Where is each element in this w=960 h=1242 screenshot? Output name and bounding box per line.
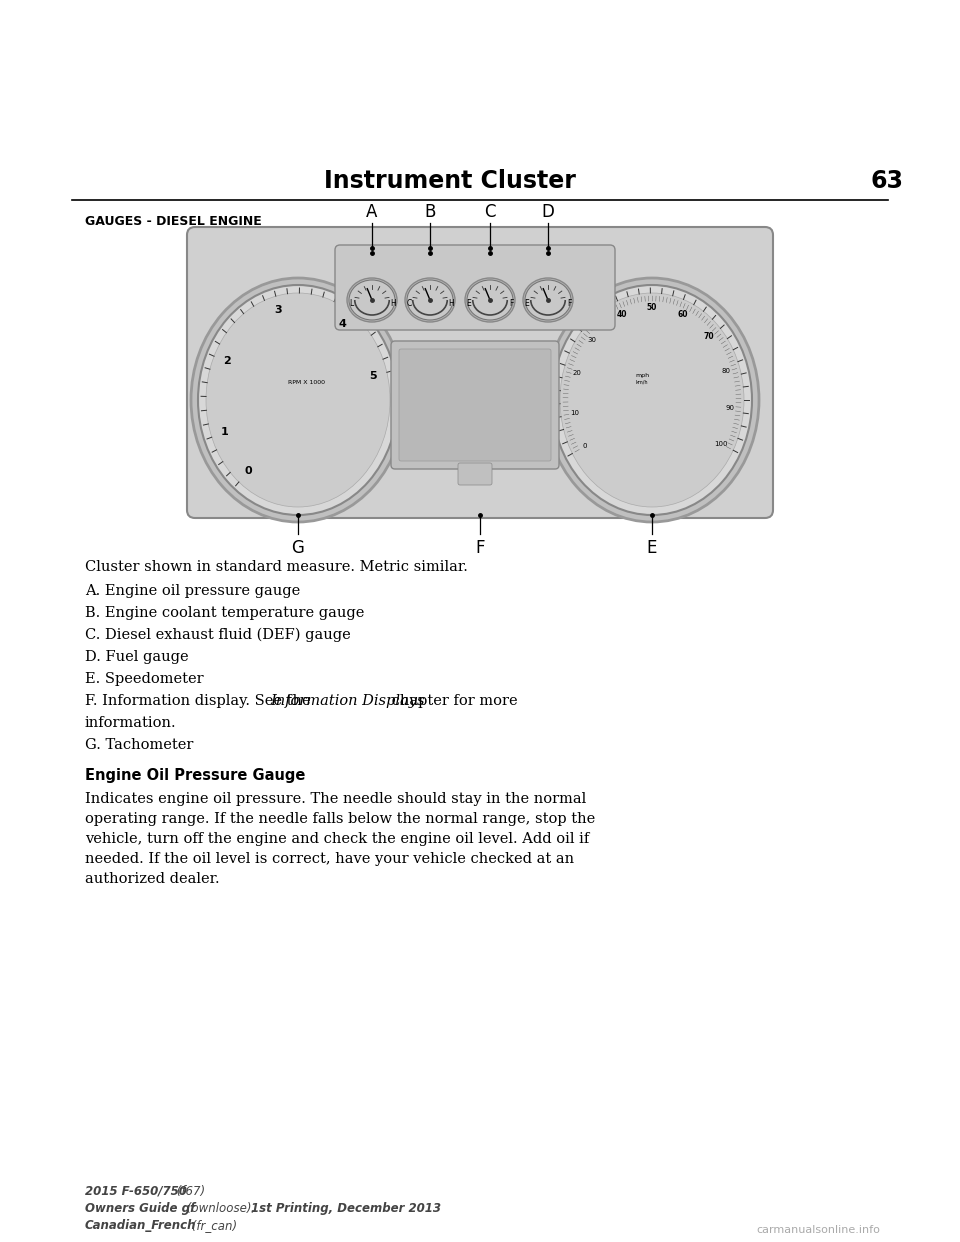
Text: operating range. If the needle falls below the normal range, stop the: operating range. If the needle falls bel… [85, 812, 595, 826]
Text: 80: 80 [722, 369, 731, 374]
Text: 2: 2 [224, 355, 231, 365]
Text: 5: 5 [370, 371, 377, 381]
FancyBboxPatch shape [391, 342, 559, 469]
Text: Instrument Cluster: Instrument Cluster [324, 169, 576, 193]
Text: (f67): (f67) [173, 1185, 205, 1199]
Text: G. Tachometer: G. Tachometer [85, 738, 193, 751]
Ellipse shape [525, 279, 571, 320]
Ellipse shape [545, 278, 759, 522]
FancyBboxPatch shape [187, 227, 773, 518]
Text: vehicle, turn off the engine and check the engine oil level. Add oil if: vehicle, turn off the engine and check t… [85, 832, 589, 846]
Text: F: F [509, 299, 514, 308]
Ellipse shape [206, 293, 390, 507]
Text: Information Displays: Information Displays [271, 694, 425, 708]
Text: C: C [484, 202, 495, 221]
Ellipse shape [198, 284, 398, 515]
Text: 60: 60 [677, 310, 687, 319]
Text: E: E [524, 299, 529, 308]
Text: Indicates engine oil pressure. The needle should stay in the normal: Indicates engine oil pressure. The needl… [85, 792, 587, 806]
Text: 70: 70 [704, 332, 714, 342]
Text: RPM X 1000: RPM X 1000 [287, 380, 324, 385]
Text: B: B [424, 202, 436, 221]
Text: F. Information display. See the: F. Information display. See the [85, 694, 315, 708]
Text: E: E [467, 299, 471, 308]
Ellipse shape [467, 279, 513, 320]
Text: 2015 F-650/750: 2015 F-650/750 [85, 1185, 187, 1199]
Text: 40: 40 [616, 310, 627, 319]
Text: GAUGES - DIESEL ENGINE: GAUGES - DIESEL ENGINE [85, 215, 262, 229]
Text: 100: 100 [714, 441, 728, 447]
Text: (ownloose),: (ownloose), [183, 1202, 259, 1215]
Text: A: A [367, 202, 377, 221]
Text: (fr_can): (fr_can) [188, 1218, 237, 1232]
FancyBboxPatch shape [458, 463, 492, 484]
Ellipse shape [523, 278, 573, 322]
Ellipse shape [405, 278, 455, 322]
Text: 1: 1 [221, 427, 228, 437]
Text: E: E [647, 539, 658, 556]
Text: 0: 0 [244, 466, 252, 476]
Text: 50: 50 [647, 303, 658, 312]
Text: Canadian_French: Canadian_French [85, 1218, 197, 1232]
Ellipse shape [347, 278, 397, 322]
Text: 0: 0 [582, 443, 587, 450]
Text: Cluster shown in standard measure. Metric similar.: Cluster shown in standard measure. Metri… [85, 560, 468, 574]
Text: L: L [348, 299, 353, 308]
Text: chapter for more: chapter for more [387, 694, 517, 708]
Ellipse shape [407, 279, 453, 320]
Text: D: D [541, 202, 555, 221]
Text: H: H [448, 299, 454, 308]
Ellipse shape [349, 279, 395, 320]
Ellipse shape [465, 278, 515, 322]
Text: 63: 63 [870, 169, 903, 193]
Text: km/h: km/h [636, 380, 648, 385]
Text: needed. If the oil level is correct, have your vehicle checked at an: needed. If the oil level is correct, hav… [85, 852, 574, 866]
Text: Engine Oil Pressure Gauge: Engine Oil Pressure Gauge [85, 768, 305, 782]
FancyBboxPatch shape [335, 245, 615, 330]
Text: A. Engine oil pressure gauge: A. Engine oil pressure gauge [85, 584, 300, 597]
Text: 90: 90 [725, 405, 734, 411]
Text: information.: information. [85, 715, 177, 730]
Text: 3: 3 [274, 306, 281, 315]
Text: 4: 4 [339, 319, 347, 329]
FancyBboxPatch shape [399, 349, 551, 461]
Text: authorized dealer.: authorized dealer. [85, 872, 220, 886]
Text: C: C [406, 299, 412, 308]
Text: D. Fuel gauge: D. Fuel gauge [85, 650, 188, 664]
Text: G: G [292, 539, 304, 556]
Text: E. Speedometer: E. Speedometer [85, 672, 204, 686]
Text: 1st Printing, December 2013: 1st Printing, December 2013 [251, 1202, 441, 1215]
Text: 30: 30 [588, 338, 597, 343]
Text: F: F [566, 299, 571, 308]
Text: F: F [475, 539, 485, 556]
Ellipse shape [560, 293, 744, 507]
Text: 10: 10 [570, 410, 579, 416]
Text: H: H [390, 299, 396, 308]
Ellipse shape [552, 284, 752, 515]
Text: C. Diesel exhaust fluid (DEF) gauge: C. Diesel exhaust fluid (DEF) gauge [85, 628, 350, 642]
Text: Owners Guide gf: Owners Guide gf [85, 1202, 195, 1215]
Text: B. Engine coolant temperature gauge: B. Engine coolant temperature gauge [85, 606, 365, 620]
Text: 20: 20 [573, 370, 582, 376]
Text: carmanualsonline.info: carmanualsonline.info [756, 1225, 880, 1235]
Text: mph: mph [635, 373, 649, 378]
Ellipse shape [191, 278, 405, 522]
